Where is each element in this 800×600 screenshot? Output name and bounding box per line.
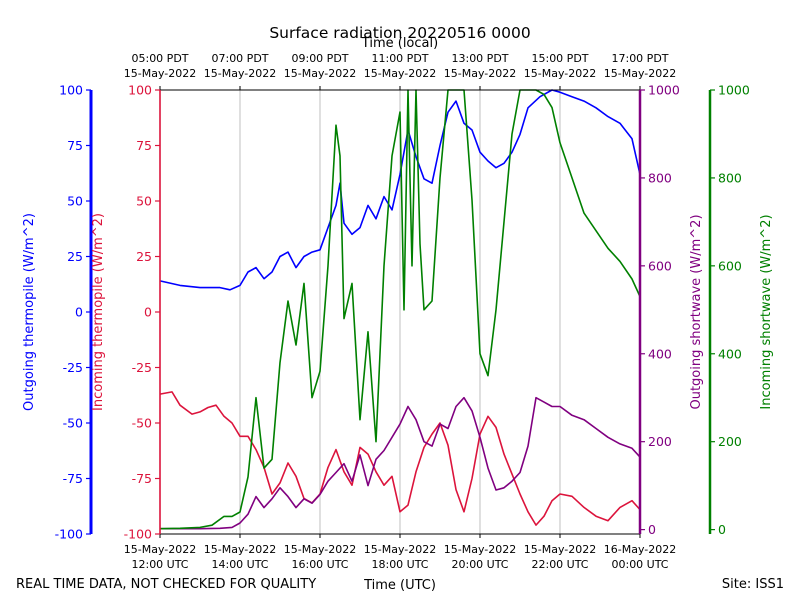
y-tick-label: 400 [648,346,672,361]
y-axis-label: Outgoing shortwave (W/m^2) [689,214,704,409]
x-tick-time: 14:00 UTC [211,558,268,571]
x-tick-date: 15-May-2022 [364,543,436,556]
x-tick-time: 00:00 UTC [611,558,668,571]
y-axis-in-sw: 0 200 400 600 800 1000 Incoming shortwave (W/m… [708,83,774,537]
y-tick-label: 100 [128,83,152,98]
top-tick-date: 15-May-2022 [284,67,356,80]
y-tick-label: 600 [648,258,672,273]
y-tick-label: 200 [718,434,742,449]
grid-lines [239,90,561,534]
top-tick-date: 15-May-2022 [364,67,436,80]
y-tick-label: 400 [718,346,742,361]
x-tick-date: 15-May-2022 [524,543,596,556]
x-tick-time: 18:00 UTC [371,558,428,571]
y-tick-label: 75 [67,138,83,153]
y-tick-label: 25 [136,249,152,264]
y-tick-label: 200 [648,434,672,449]
y-tick-label: 600 [718,258,742,273]
y-tick-label: 0 [648,522,656,537]
y-axis-in-thermo: -100 -75 -50 -25 0 25 50 75 100 Incoming thermopi… [91,83,161,542]
top-tick-date: 15-May-2022 [524,67,596,80]
y-axis-label: Incoming thermopile (W/m^2) [91,213,106,411]
y-tick-label: -50 [132,416,152,431]
top-tick-time: 13:00 PDT [451,52,508,65]
y-axis-label: Outgoing thermopile (W/m^2) [22,213,37,411]
top-axis-label: Time (local) [361,36,438,51]
x-tick-date: 15-May-2022 [284,543,356,556]
top-tick-date: 15-May-2022 [604,67,676,80]
x-tick-date: 15-May-2022 [444,543,516,556]
y-tick-label: 25 [67,249,83,264]
x-tick-date: 16-May-2022 [604,543,676,556]
y-axis-out-thermo: -100 -75 -50 -25 0 25 50 75 100 Outgoing thermopi… [22,83,93,542]
series-line-outgoing-shortwave [160,396,641,530]
footer-quality-note: REAL TIME DATA, NOT CHECKED FOR QUALITY [16,577,316,592]
y-tick-label: -100 [55,527,83,542]
top-tick-date: 15-May-2022 [444,67,516,80]
footer-site-label: Site: ISS1 [722,577,784,592]
top-tick-date: 15-May-2022 [204,67,276,80]
top-tick-time: 07:00 PDT [211,52,268,65]
y-tick-label: 0 [75,305,83,320]
top-tick-time: 17:00 PDT [611,52,668,65]
y-tick-label: -50 [63,416,83,431]
x-tick-time: 20:00 UTC [451,558,508,571]
x-tick-date: 15-May-2022 [124,543,196,556]
y-axis-out-sw: 0 200 400 600 800 1000 Outgoing shortwave (W/m… [638,83,704,537]
top-tick-time: 15:00 PDT [531,52,588,65]
y-axes: -100 -75 -50 -25 0 25 50 75 100 Outgoing thermopi… [22,83,774,542]
series-line-incoming-thermopile [159,391,641,526]
series-group [159,89,641,530]
x-tick-time: 16:00 UTC [291,558,348,571]
top-tick-date: 15-May-2022 [124,67,196,80]
y-tick-label: 1000 [648,83,680,98]
x-tick-date: 15-May-2022 [204,543,276,556]
y-tick-label: -25 [63,360,83,375]
y-tick-label: 800 [648,170,672,185]
top-tick-time: 09:00 PDT [291,52,348,65]
y-tick-label: 50 [67,194,83,209]
y-tick-label: 800 [718,170,742,185]
y-tick-label: 1000 [718,83,750,98]
top-tick-time: 11:00 PDT [371,52,428,65]
x-tick-labels: 15-May-2022 12:00 UTC 05:00 PDT 15-May-2022… [124,52,676,571]
y-tick-label: -75 [63,471,83,486]
y-tick-label: -75 [132,471,152,486]
y-tick-label: -100 [124,527,152,542]
x-axis-label: Time (UTC) [363,578,436,593]
series-line-incoming-shortwave [159,89,641,530]
y-tick-label: -25 [132,360,152,375]
y-tick-label: 75 [136,138,152,153]
y-tick-label: 0 [144,305,152,320]
y-tick-label: 0 [718,522,726,537]
top-tick-time: 05:00 PDT [131,52,188,65]
x-tick-time: 22:00 UTC [531,558,588,571]
y-axis-label: Incoming shortwave (W/m^2) [759,214,774,409]
chart-title: Surface radiation 20220516 0000 [269,24,530,42]
y-tick-label: 100 [59,83,83,98]
x-tick-time: 12:00 UTC [131,558,188,571]
y-tick-label: 50 [136,194,152,209]
